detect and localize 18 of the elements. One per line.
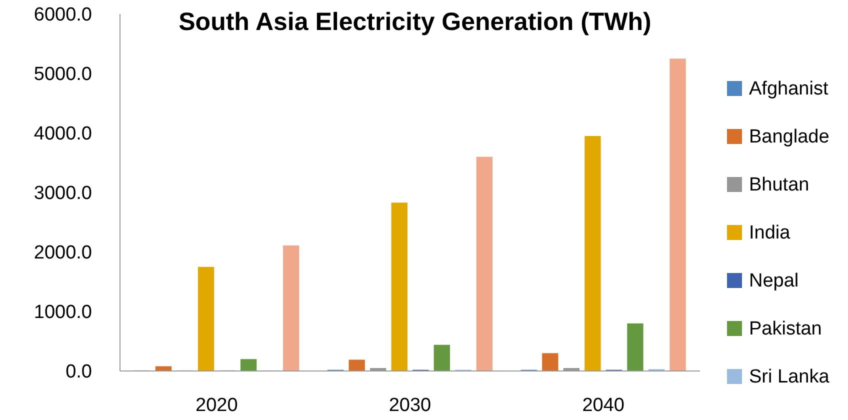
y-tick-label: 5000.0 [34,64,92,86]
legend-label: Nepal [749,270,799,292]
x-tick-label: 2040 [582,395,624,416]
y-tick-label: 6000.0 [34,4,92,26]
legend-label: Bhutan [749,174,810,196]
legend-label: Pakistan [749,318,822,340]
x-tick-label: 2020 [196,395,238,416]
y-tick-label: 2000.0 [34,242,92,264]
y-tick-label: 3000.0 [34,183,92,204]
legend-label: Afghanist [749,78,829,100]
legend-label: India [749,222,791,244]
y-tick-label: 0.0 [66,362,92,383]
legend-label: Sri Lanka [749,366,830,388]
y-tick-label: 1000.0 [34,302,92,324]
y-tick-label: 4000.0 [34,124,92,145]
x-tick-label: 2030 [388,395,432,416]
legend-label: Banglade [749,126,830,148]
chart-title: South Asia Electricity Generation (TWh) [178,8,652,36]
